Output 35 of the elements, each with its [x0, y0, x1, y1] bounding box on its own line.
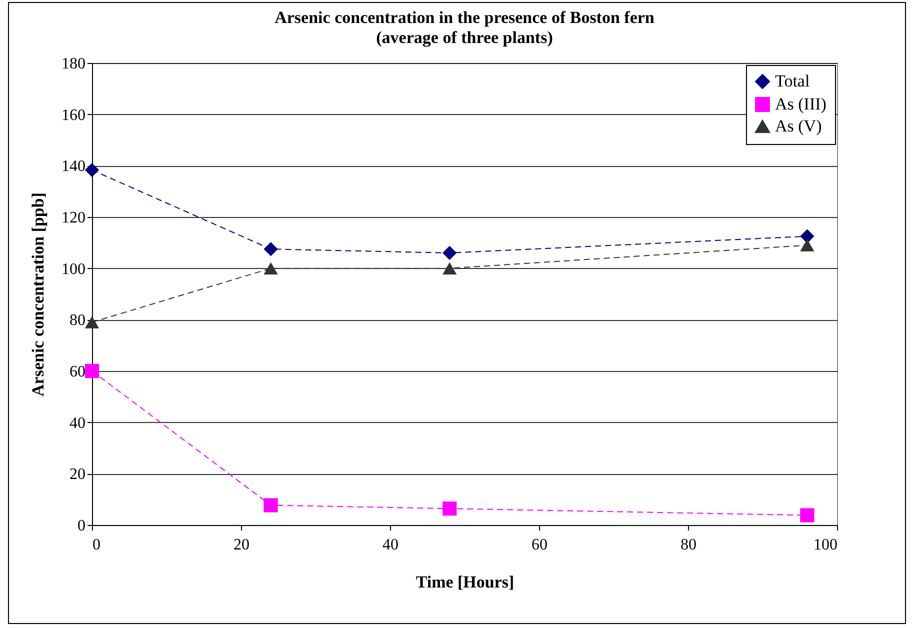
y-tick-label: 140	[62, 158, 86, 176]
point	[442, 262, 457, 274]
point	[264, 262, 278, 274]
legend-label: Total	[775, 72, 810, 90]
y-tick-label: 180	[62, 56, 86, 72]
legend-label: As (V)	[775, 116, 822, 136]
y-tick-label: 60	[70, 364, 86, 380]
chart-title: Arsenic concentration in the presence of Boston fern	[274, 8, 655, 27]
y-axis-title: Arsenic concentration [ppb]	[28, 192, 48, 396]
x-tick-label: 80	[680, 536, 696, 554]
x-tick-label: 20	[234, 536, 250, 554]
x-tick-label: 0	[92, 536, 100, 554]
x-tick-label: 40	[382, 536, 398, 554]
y-tick-label: 100	[62, 260, 86, 278]
point	[442, 502, 457, 516]
y-tick-label: 0	[78, 518, 86, 534]
y-tick-label: 20	[70, 466, 86, 484]
y-tick-label: 160	[62, 106, 86, 124]
x-tick-label: 60	[532, 536, 548, 554]
x-axis-title: Time [Hours]	[416, 572, 514, 592]
y-tick-label: 40	[70, 414, 86, 432]
point	[800, 508, 814, 522]
chart-subtitle: (average of three plants)	[376, 28, 553, 47]
y-tick-label: 120	[62, 210, 86, 226]
point	[442, 246, 457, 260]
point	[800, 229, 814, 244]
point	[84, 162, 100, 178]
point	[264, 498, 278, 512]
x-tick-label: 100	[814, 536, 838, 554]
point	[84, 364, 100, 378]
y-tick-label: 80	[70, 312, 86, 330]
point	[800, 239, 814, 252]
legend-label: As (III)	[775, 94, 826, 114]
point	[84, 316, 100, 328]
point	[264, 242, 278, 256]
